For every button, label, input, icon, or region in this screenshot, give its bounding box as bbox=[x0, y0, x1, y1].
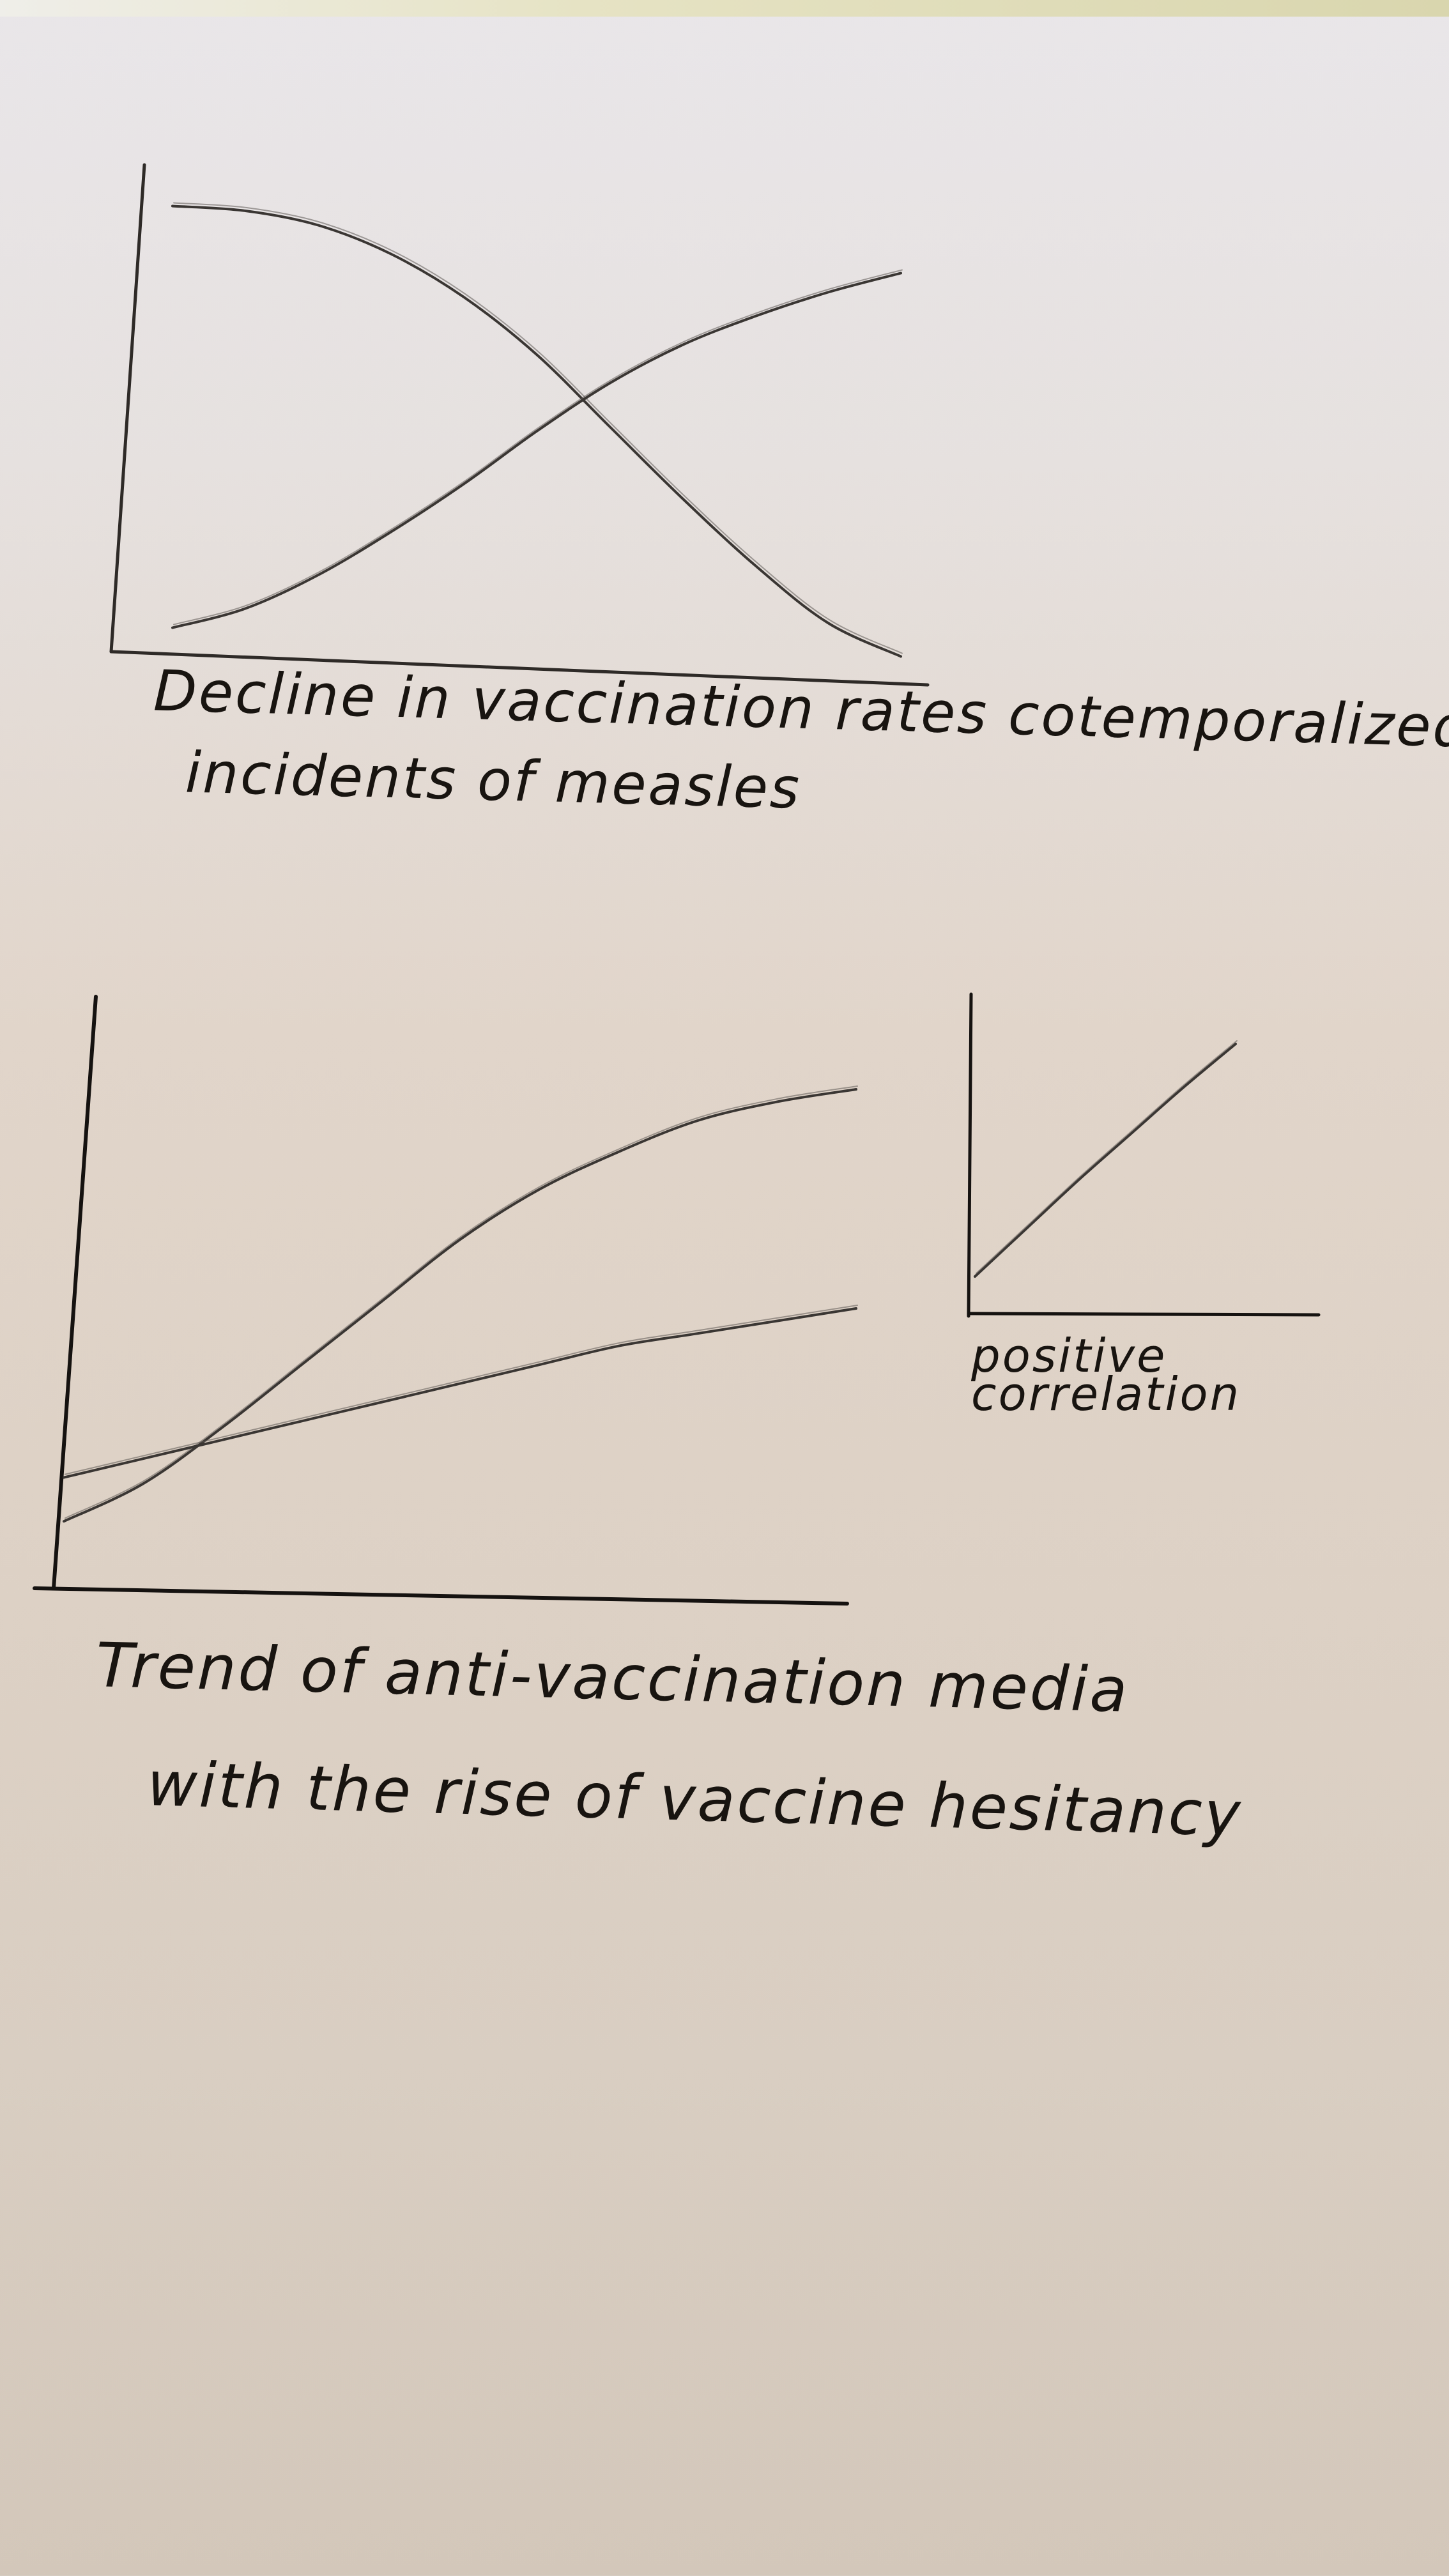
chart1-axes bbox=[109, 163, 930, 687]
chart1-series-1-sketch-stroke bbox=[173, 202, 903, 654]
chart2-x-axis bbox=[33, 1586, 849, 1606]
chart2-series-2-sketch-stroke bbox=[65, 1305, 858, 1475]
chart3-x-axis bbox=[967, 1312, 1321, 1317]
chart2-series-1-sketch-stroke bbox=[65, 1085, 858, 1519]
chart2-series-2-line bbox=[63, 1307, 857, 1479]
paper-top-edge bbox=[0, 0, 1449, 17]
chart2-series-1-line bbox=[63, 1088, 857, 1523]
chart3-caption-line1: positive bbox=[971, 1329, 1167, 1383]
chart2-axes bbox=[33, 995, 849, 1606]
chart1-series-2-sketch-stroke bbox=[173, 269, 903, 625]
chart1-series-1-line bbox=[171, 204, 902, 658]
chart2-y-axis bbox=[52, 995, 98, 1590]
chart3-series-1-sketch-stroke bbox=[976, 1040, 1238, 1274]
chart2-plot-area bbox=[63, 1085, 858, 1523]
chart1-x-axis bbox=[109, 650, 930, 687]
chart3-y-axis bbox=[967, 992, 973, 1318]
chart3-caption-line2: correlation bbox=[971, 1367, 1241, 1421]
chart3-series-1-line bbox=[974, 1043, 1237, 1278]
chart1-series-2-line bbox=[171, 272, 902, 629]
chart3-axes bbox=[967, 992, 1321, 1318]
chart1-y-axis bbox=[109, 163, 146, 654]
chart1-plot-area bbox=[171, 202, 903, 658]
chart3-plot-area bbox=[974, 1040, 1238, 1278]
